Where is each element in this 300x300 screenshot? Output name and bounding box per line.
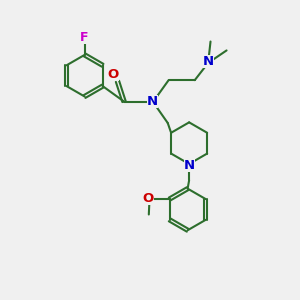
Text: N: N (147, 95, 158, 108)
Text: F: F (80, 31, 89, 44)
Text: O: O (142, 192, 154, 205)
Text: O: O (107, 68, 119, 81)
Text: N: N (184, 159, 195, 172)
Text: N: N (202, 55, 214, 68)
